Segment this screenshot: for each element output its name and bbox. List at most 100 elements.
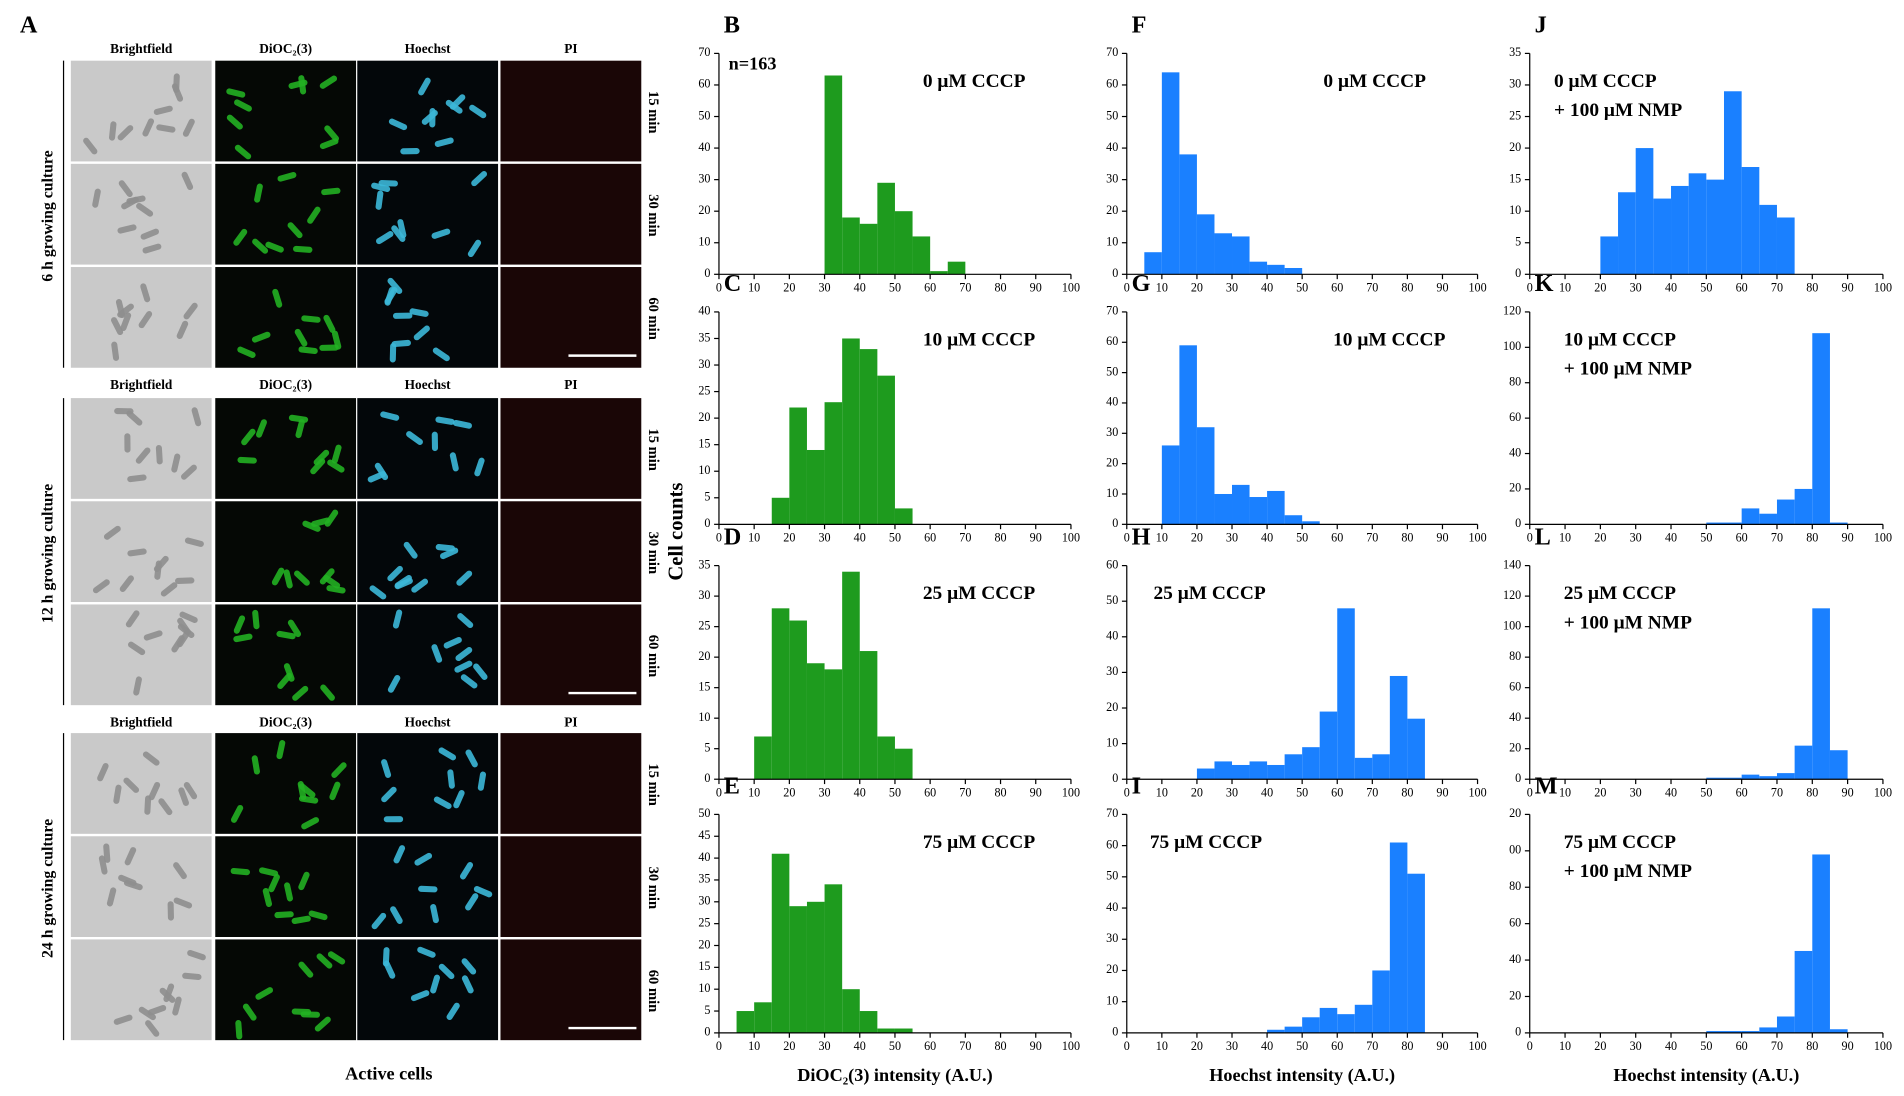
cell (288, 79, 308, 89)
y-tick-label: 40 (698, 850, 710, 864)
cell (103, 843, 111, 863)
x-axis-label: Hoechst intensity (A.U.) (1209, 1065, 1395, 1086)
y-tick-label: 20 (1509, 481, 1521, 495)
group-label: 24 h growing culture (40, 819, 57, 958)
cell (302, 520, 321, 532)
x-tick-label: 30 (1226, 1039, 1238, 1053)
x-tick-label: 0 (716, 786, 722, 800)
cell (291, 915, 311, 925)
x-tick-label: 50 (1296, 786, 1308, 800)
panel-label: C (724, 270, 742, 297)
bar (1635, 148, 1654, 275)
cell (113, 784, 122, 804)
cell (409, 308, 429, 317)
cell (230, 804, 244, 823)
cell (156, 124, 176, 133)
bar (1759, 204, 1777, 275)
micrograph (357, 733, 499, 834)
chart-title: 10 μM CCCP (1564, 330, 1676, 351)
x-tick-label: 30 (818, 531, 830, 545)
x-tick-label: 70 (1366, 531, 1378, 545)
chart-title: 0 μM CCCP (1554, 71, 1657, 92)
x-tick-label: 50 (889, 531, 901, 545)
y-tick-label: 30 (1106, 171, 1118, 185)
bar (806, 663, 825, 780)
y-tick-label: 20 (1106, 203, 1118, 217)
bar (1759, 513, 1777, 525)
cell (172, 996, 182, 1016)
cell (154, 560, 162, 580)
time-label: 60 min (645, 297, 661, 339)
cell (298, 871, 310, 891)
bar (1706, 522, 1724, 525)
cell (375, 190, 384, 210)
cell (187, 949, 206, 961)
cell (138, 311, 153, 329)
bar (1794, 488, 1813, 525)
x-tick-label: 40 (1665, 786, 1677, 800)
cell (326, 585, 346, 594)
cell (320, 684, 335, 701)
bar (1372, 970, 1390, 1033)
x-tick-label: 0 (1124, 1039, 1130, 1053)
cell (406, 431, 423, 445)
cell (389, 343, 397, 363)
y-tick-label: 0 (1515, 771, 1521, 785)
cell (310, 458, 326, 475)
bar (1284, 515, 1303, 525)
cell (124, 847, 137, 866)
cell (230, 867, 250, 876)
y-tick-label: 15 (698, 959, 710, 973)
cell (449, 452, 459, 472)
x-tick-label: 80 (1401, 1039, 1413, 1053)
bar (1232, 484, 1250, 525)
x-tick-label: 30 (818, 1039, 830, 1053)
cell (144, 795, 152, 815)
y-tick-label: 5 (704, 490, 710, 504)
y-tick-label: 60 (1106, 334, 1118, 348)
x-tick-label: 80 (1806, 1039, 1818, 1053)
bar (1706, 1031, 1724, 1033)
cell (374, 462, 389, 481)
x-tick-label: 0 (1527, 786, 1533, 800)
cell (268, 873, 280, 893)
y-tick-label: 30 (698, 171, 710, 185)
x-tick-label: 0 (1124, 281, 1130, 295)
cell (465, 893, 479, 911)
x-tick-label: 70 (1366, 281, 1378, 295)
column-header: PI (564, 377, 577, 392)
y-tick-label: 60 (1106, 77, 1118, 91)
bar (1759, 776, 1777, 780)
cell (191, 407, 202, 427)
x-tick-label: 70 (1366, 786, 1378, 800)
cell (383, 960, 396, 979)
cell (446, 1002, 460, 1021)
y-tick-label: 120 (1503, 304, 1521, 318)
bar (1319, 1007, 1338, 1033)
x-tick-label: 10 (748, 786, 760, 800)
panel-label: F (1132, 11, 1147, 38)
cell (177, 623, 195, 638)
panel-label: J (1535, 11, 1547, 38)
cell (142, 751, 160, 766)
x-tick-label: 80 (994, 786, 1006, 800)
y-axis-label: Cell counts (665, 483, 687, 581)
y-tick-label: 20 (1106, 962, 1118, 976)
x-tick-label: 0 (1124, 786, 1130, 800)
y-tick-label: 15 (698, 679, 710, 693)
x-tick-label: 0 (1527, 281, 1533, 295)
bar (1179, 154, 1197, 275)
x-tick-label: 50 (1296, 1039, 1308, 1053)
x-axis-label: DiOC₂(3) intensity (A.U.) (797, 1065, 992, 1086)
bar (859, 1011, 878, 1033)
bar (1723, 91, 1742, 275)
bar (771, 853, 790, 1033)
cell (143, 630, 163, 641)
time-label: 30 min (645, 532, 661, 574)
cell (307, 206, 321, 224)
x-tick-label: 70 (959, 281, 971, 295)
cell (295, 419, 305, 439)
y-tick-label: 30 (698, 357, 710, 371)
chart-title: 0 μM CCCP (923, 71, 1026, 92)
cell (283, 663, 295, 682)
